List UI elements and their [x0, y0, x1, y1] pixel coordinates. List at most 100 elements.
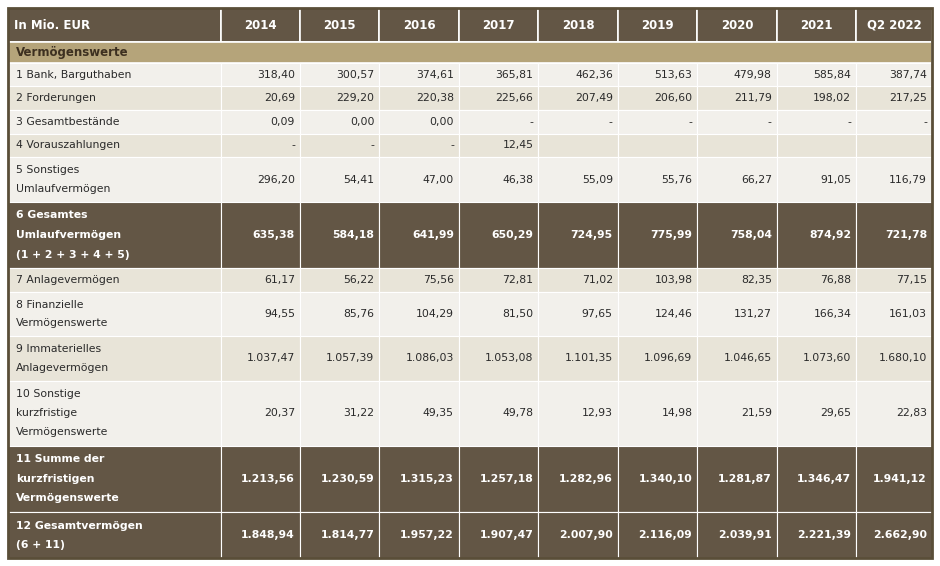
Text: 1.053,08: 1.053,08: [485, 353, 533, 363]
Bar: [856, 268, 932, 292]
Bar: [539, 336, 618, 380]
Text: -: -: [529, 117, 533, 127]
Text: 91,05: 91,05: [820, 174, 852, 185]
Text: 3 Gesamtbestände: 3 Gesamtbestände: [16, 117, 119, 127]
Bar: [539, 87, 618, 110]
Bar: [539, 134, 618, 157]
Bar: [776, 134, 856, 157]
Bar: [8, 201, 221, 268]
Bar: [8, 268, 221, 292]
Bar: [856, 8, 932, 42]
Bar: [697, 380, 776, 445]
Text: 1.213,56: 1.213,56: [241, 474, 295, 484]
Bar: [697, 157, 776, 201]
Bar: [856, 157, 932, 201]
Text: 1.315,23: 1.315,23: [400, 474, 454, 484]
Bar: [618, 63, 697, 87]
Text: Vermögenswerte: Vermögenswerte: [16, 318, 108, 328]
Text: 97,65: 97,65: [582, 309, 613, 319]
Text: 217,25: 217,25: [889, 93, 927, 103]
Text: 1.346,47: 1.346,47: [797, 474, 852, 484]
Text: 31,22: 31,22: [343, 408, 374, 418]
Bar: [459, 157, 539, 201]
Bar: [221, 512, 300, 558]
Text: 22,83: 22,83: [896, 408, 927, 418]
Bar: [8, 134, 221, 157]
Text: 365,81: 365,81: [495, 70, 533, 80]
Text: -: -: [609, 117, 613, 127]
Text: Vermögenswerte: Vermögenswerte: [16, 427, 108, 438]
Text: Umlaufvermögen: Umlaufvermögen: [16, 230, 121, 240]
Text: 55,09: 55,09: [582, 174, 613, 185]
Text: 124,46: 124,46: [654, 309, 692, 319]
Text: 318,40: 318,40: [257, 70, 295, 80]
Bar: [539, 380, 618, 445]
Text: 82,35: 82,35: [741, 275, 772, 285]
Text: 49,35: 49,35: [423, 408, 454, 418]
Text: 1.257,18: 1.257,18: [479, 474, 533, 484]
Bar: [380, 134, 459, 157]
Text: 72,81: 72,81: [502, 275, 533, 285]
Bar: [380, 8, 459, 42]
Text: 2 Forderungen: 2 Forderungen: [16, 93, 96, 103]
Text: 46,38: 46,38: [502, 174, 533, 185]
Bar: [539, 445, 618, 512]
Text: 76,88: 76,88: [821, 275, 852, 285]
Text: 1.101,35: 1.101,35: [565, 353, 613, 363]
Text: 6 Gesamtes: 6 Gesamtes: [16, 211, 87, 220]
Text: 166,34: 166,34: [813, 309, 852, 319]
Bar: [380, 157, 459, 201]
Text: 650,29: 650,29: [492, 230, 533, 240]
Text: 85,76: 85,76: [343, 309, 374, 319]
Bar: [221, 268, 300, 292]
Bar: [380, 63, 459, 87]
Bar: [380, 380, 459, 445]
Text: 874,92: 874,92: [809, 230, 852, 240]
Text: Q2 2022: Q2 2022: [867, 19, 921, 32]
Bar: [697, 134, 776, 157]
Text: 81,50: 81,50: [502, 309, 533, 319]
Bar: [697, 8, 776, 42]
Text: 11 Summe der: 11 Summe der: [16, 454, 104, 464]
Text: 9 Immaterielles: 9 Immaterielles: [16, 344, 102, 354]
Text: 61,17: 61,17: [264, 275, 295, 285]
Text: 0,00: 0,00: [350, 117, 374, 127]
Bar: [221, 445, 300, 512]
Text: 12,45: 12,45: [502, 140, 533, 151]
Bar: [300, 8, 380, 42]
Bar: [539, 201, 618, 268]
Bar: [618, 8, 697, 42]
Text: 1.281,87: 1.281,87: [718, 474, 772, 484]
Text: 2015: 2015: [323, 19, 356, 32]
Text: 2.116,09: 2.116,09: [638, 530, 692, 540]
Bar: [776, 87, 856, 110]
Bar: [697, 292, 776, 336]
Bar: [776, 110, 856, 134]
Text: 1.230,59: 1.230,59: [321, 474, 374, 484]
Text: -: -: [370, 140, 374, 151]
Bar: [380, 512, 459, 558]
Text: 1.057,39: 1.057,39: [326, 353, 374, 363]
Bar: [380, 292, 459, 336]
Text: 1.340,10: 1.340,10: [638, 474, 692, 484]
Text: 7 Anlagevermögen: 7 Anlagevermögen: [16, 275, 119, 285]
Text: 641,99: 641,99: [412, 230, 454, 240]
Text: 66,27: 66,27: [741, 174, 772, 185]
Text: 161,03: 161,03: [889, 309, 927, 319]
Text: 2018: 2018: [562, 19, 594, 32]
Text: Vermögenswerte: Vermögenswerte: [16, 46, 129, 59]
Bar: [856, 201, 932, 268]
Bar: [539, 292, 618, 336]
Bar: [221, 110, 300, 134]
Text: 300,57: 300,57: [337, 70, 374, 80]
Text: 4 Vorauszahlungen: 4 Vorauszahlungen: [16, 140, 120, 151]
Text: 5 Sonstiges: 5 Sonstiges: [16, 165, 79, 175]
Text: 1.073,60: 1.073,60: [803, 353, 852, 363]
Text: 94,55: 94,55: [264, 309, 295, 319]
Bar: [618, 292, 697, 336]
Text: 1.037,47: 1.037,47: [246, 353, 295, 363]
Bar: [539, 268, 618, 292]
Text: 2014: 2014: [244, 19, 276, 32]
Text: 206,60: 206,60: [654, 93, 692, 103]
Bar: [300, 512, 380, 558]
